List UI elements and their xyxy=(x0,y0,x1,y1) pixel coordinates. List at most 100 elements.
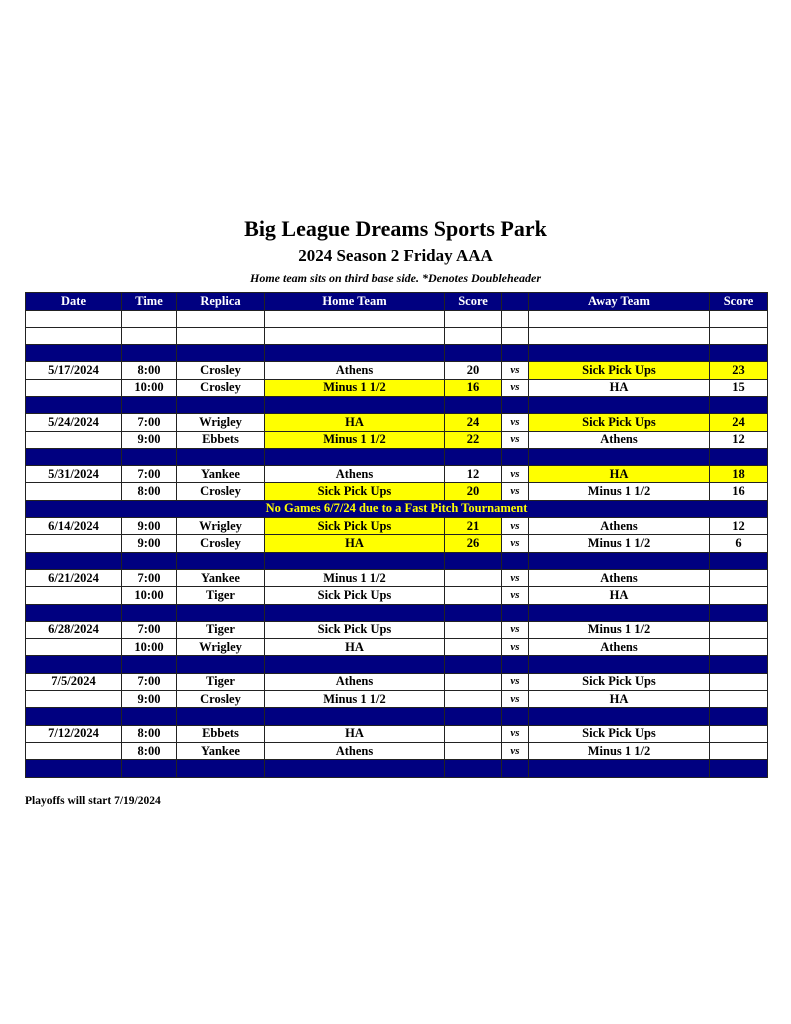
replica-cell: Yankee xyxy=(176,568,265,588)
game-row: 6/21/2024 7:00 Yankee Minus 1 1/2 vs Ath… xyxy=(25,568,768,588)
date-cell: 7/5/2024 xyxy=(25,672,122,692)
page-title: Big League Dreams Sports Park xyxy=(244,216,547,241)
time-cell: 7:00 xyxy=(121,465,177,484)
time-cell: 7:00 xyxy=(121,620,177,640)
notice-row: No Games 6/7/24 due to a Fast Pitch Tour… xyxy=(25,499,768,519)
away-team-cell: Sick Pick Ups xyxy=(528,724,710,743)
date-cell: 6/28/2024 xyxy=(25,620,122,640)
schedule-note: Home team sits on third base side. *Deno… xyxy=(250,271,541,285)
away-score-cell xyxy=(709,672,768,692)
away-score-cell: 23 xyxy=(709,361,768,380)
vs-cell: vs xyxy=(501,586,529,605)
home-score-cell xyxy=(444,568,502,588)
footer-note: Playoffs will start 7/19/2024 xyxy=(25,795,161,807)
game-row: 9:00 Crosley Minus 1 1/2 vs HA xyxy=(25,690,768,709)
replica-cell: Crosley xyxy=(176,378,265,397)
date-cell xyxy=(25,482,122,501)
away-team-cell: Minus 1 1/2 xyxy=(528,534,710,553)
vs-cell: vs xyxy=(501,517,529,536)
time-cell: 9:00 xyxy=(121,690,177,709)
game-row: 7/5/2024 7:00 Tiger Athens vs Sick Pick … xyxy=(25,672,768,692)
home-team-cell: Sick Pick Ups xyxy=(264,620,445,640)
game-row: 5/24/2024 7:00 Wrigley HA 24 vs Sick Pic… xyxy=(25,413,768,432)
col-away-team: Away Team xyxy=(528,292,710,311)
separator-row xyxy=(25,707,768,726)
vs-cell: vs xyxy=(501,741,529,761)
replica-cell: Crosley xyxy=(176,482,265,501)
game-row: 10:00 Tiger Sick Pick Ups vs HA xyxy=(25,586,768,605)
col-time: Time xyxy=(121,292,177,311)
time-cell: 7:00 xyxy=(121,568,177,588)
date-cell: 5/17/2024 xyxy=(25,361,122,380)
home-score-cell: 26 xyxy=(444,534,502,553)
away-score-cell: 6 xyxy=(709,534,768,553)
home-team-cell: HA xyxy=(264,534,445,553)
time-cell: 10:00 xyxy=(121,586,177,605)
home-team-cell: Minus 1 1/2 xyxy=(264,378,445,397)
date-cell xyxy=(25,638,122,657)
col-home-team: Home Team xyxy=(264,292,445,311)
home-score-cell: 20 xyxy=(444,361,502,380)
time-cell: 10:00 xyxy=(121,378,177,397)
away-score-cell: 12 xyxy=(709,430,768,449)
home-team-cell: HA xyxy=(264,638,445,657)
time-cell: 9:00 xyxy=(121,517,177,536)
time-cell: 10:00 xyxy=(121,638,177,657)
home-team-cell: Minus 1 1/2 xyxy=(264,690,445,709)
date-cell: 5/24/2024 xyxy=(25,413,122,432)
away-team-cell: Minus 1 1/2 xyxy=(528,482,710,501)
away-score-cell: 15 xyxy=(709,378,768,397)
home-score-cell: 21 xyxy=(444,517,502,536)
time-cell: 7:00 xyxy=(121,413,177,432)
time-cell: 7:00 xyxy=(121,672,177,692)
home-team-cell: Athens xyxy=(264,672,445,692)
home-score-cell xyxy=(444,690,502,709)
game-row: 10:00 Crosley Minus 1 1/2 16 vs HA 15 xyxy=(25,378,768,397)
away-team-cell: Athens xyxy=(528,568,710,588)
home-team-cell: Sick Pick Ups xyxy=(264,586,445,605)
away-team-cell: Athens xyxy=(528,638,710,657)
date-cell: 6/14/2024 xyxy=(25,517,122,536)
time-cell: 9:00 xyxy=(121,430,177,449)
away-score-cell xyxy=(709,620,768,640)
game-row: 9:00 Ebbets Minus 1 1/2 22 vs Athens 12 xyxy=(25,430,768,449)
vs-cell: vs xyxy=(501,465,529,484)
home-score-cell: 12 xyxy=(444,465,502,484)
col-vs xyxy=(501,292,529,311)
away-score-cell: 16 xyxy=(709,482,768,501)
blank-row xyxy=(25,326,768,346)
time-cell: 8:00 xyxy=(121,482,177,501)
replica-cell: Wrigley xyxy=(176,413,265,432)
vs-cell: vs xyxy=(501,430,529,449)
replica-cell: Crosley xyxy=(176,361,265,380)
date-cell xyxy=(25,690,122,709)
replica-cell: Wrigley xyxy=(176,638,265,657)
date-cell xyxy=(25,741,122,761)
home-team-cell: HA xyxy=(264,413,445,432)
replica-cell: Ebbets xyxy=(176,724,265,743)
vs-cell: vs xyxy=(501,378,529,397)
date-cell xyxy=(25,534,122,553)
home-score-cell: 20 xyxy=(444,482,502,501)
date-cell: 6/21/2024 xyxy=(25,568,122,588)
home-score-cell xyxy=(444,638,502,657)
vs-cell: vs xyxy=(501,482,529,501)
time-cell: 8:00 xyxy=(121,724,177,743)
game-row: 5/31/2024 7:00 Yankee Athens 12 vs HA 18 xyxy=(25,465,768,484)
away-score-cell xyxy=(709,586,768,605)
vs-cell: vs xyxy=(501,690,529,709)
home-team-cell: Athens xyxy=(264,361,445,380)
away-team-cell: HA xyxy=(528,378,710,397)
date-cell xyxy=(25,430,122,449)
vs-cell: vs xyxy=(501,638,529,657)
home-score-cell xyxy=(444,620,502,640)
replica-cell: Wrigley xyxy=(176,517,265,536)
replica-cell: Crosley xyxy=(176,690,265,709)
separator-row xyxy=(25,344,768,363)
away-team-cell: HA xyxy=(528,586,710,605)
away-team-cell: Minus 1 1/2 xyxy=(528,620,710,640)
replica-cell: Ebbets xyxy=(176,430,265,449)
vs-cell: vs xyxy=(501,672,529,692)
col-replica: Replica xyxy=(176,292,265,311)
game-row: 10:00 Wrigley HA vs Athens xyxy=(25,638,768,657)
